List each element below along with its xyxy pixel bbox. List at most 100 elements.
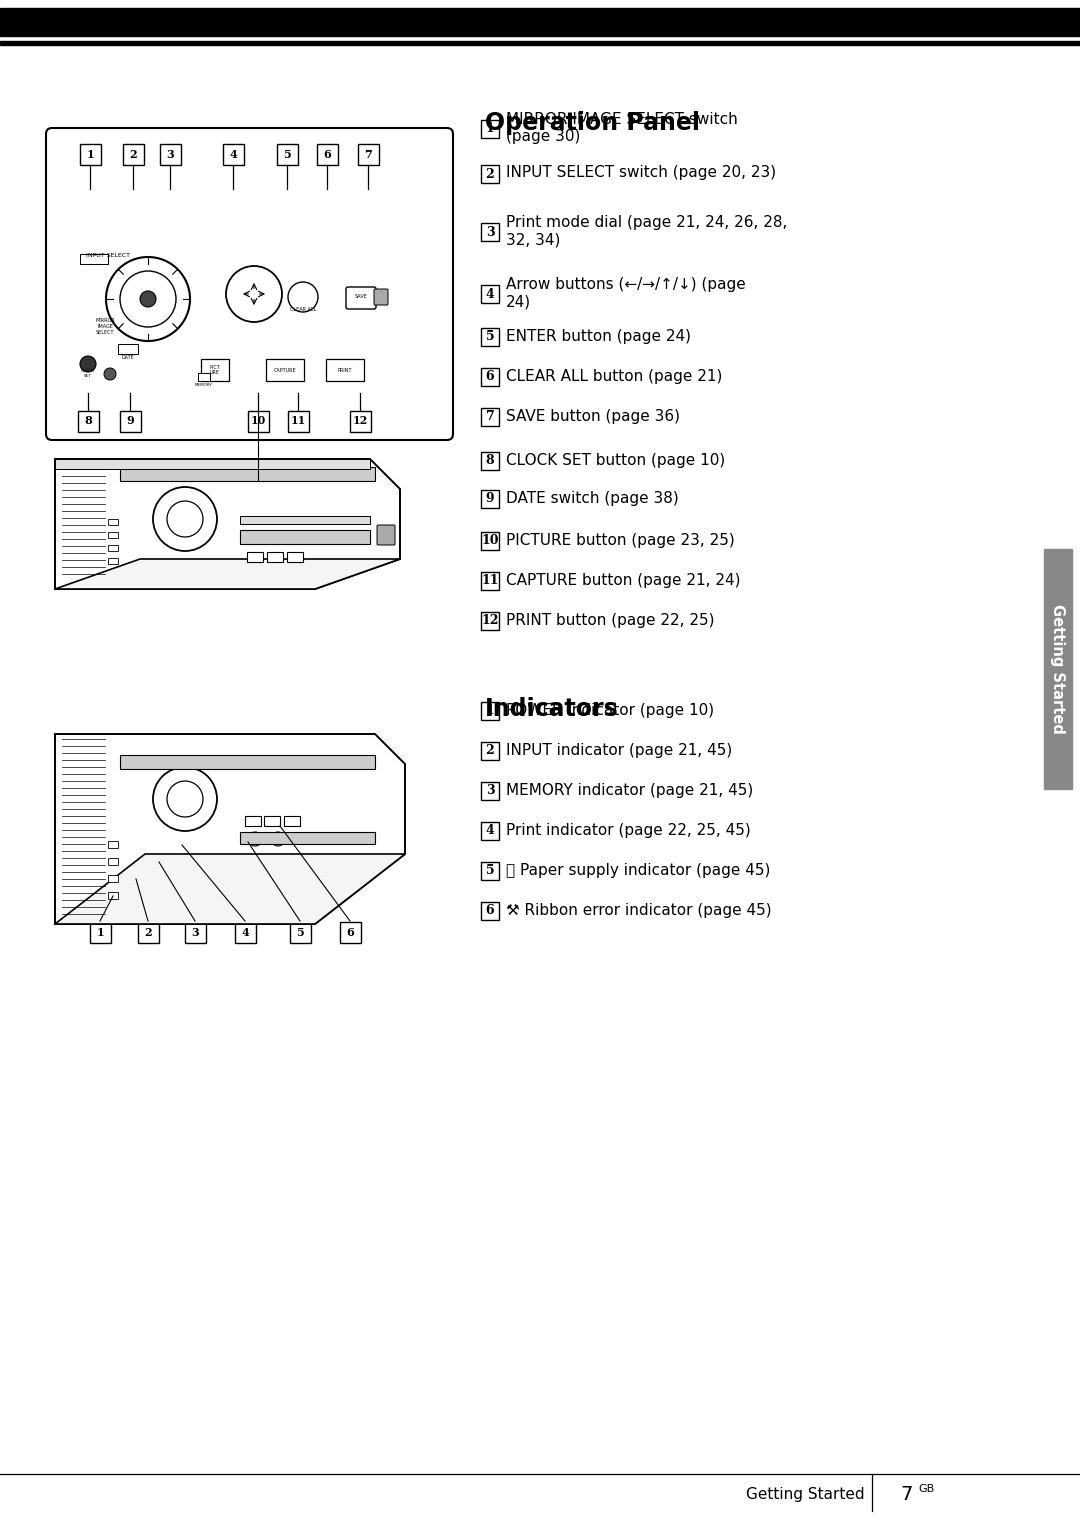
Bar	[108, 875, 118, 882]
Text: 5: 5	[283, 148, 291, 159]
Text: INPUT indicator (page 21, 45): INPUT indicator (page 21, 45)	[507, 743, 732, 757]
Text: 1: 1	[486, 122, 495, 136]
Text: 2: 2	[145, 927, 152, 937]
Text: MEMORY indicator (page 21, 45): MEMORY indicator (page 21, 45)	[507, 783, 753, 798]
Bar	[287, 552, 303, 563]
Text: 4: 4	[229, 148, 237, 159]
Text: CAPTURE button (page 21, 24): CAPTURE button (page 21, 24)	[507, 572, 741, 587]
FancyBboxPatch shape	[137, 922, 159, 942]
FancyBboxPatch shape	[222, 144, 243, 165]
Circle shape	[106, 257, 190, 341]
Bar	[240, 515, 370, 524]
Text: 8: 8	[84, 416, 92, 427]
Text: Print mode dial (page 21, 24, 26, 28,
32, 34): Print mode dial (page 21, 24, 26, 28, 32…	[507, 214, 787, 248]
Bar	[326, 359, 364, 381]
Bar	[108, 891, 118, 899]
FancyBboxPatch shape	[316, 144, 337, 165]
Text: 8: 8	[486, 454, 495, 468]
Circle shape	[153, 488, 217, 550]
Circle shape	[248, 832, 262, 846]
Bar	[266, 359, 303, 381]
Text: 7: 7	[486, 410, 495, 424]
Text: ⚒ Ribbon error indicator (page 45): ⚒ Ribbon error indicator (page 45)	[507, 902, 771, 917]
FancyBboxPatch shape	[481, 368, 499, 385]
Bar	[0, 8, 1080, 37]
Text: Print indicator (page 22, 25, 45): Print indicator (page 22, 25, 45)	[507, 823, 751, 838]
FancyBboxPatch shape	[481, 453, 499, 469]
Text: Operation Panel: Operation Panel	[485, 112, 700, 135]
Text: Getting Started: Getting Started	[1051, 604, 1066, 734]
Text: MEMORY: MEMORY	[195, 382, 213, 387]
FancyBboxPatch shape	[346, 287, 376, 309]
Text: 5: 5	[296, 927, 303, 937]
Text: 7: 7	[364, 148, 372, 159]
Circle shape	[120, 271, 176, 327]
Text: DATE switch (page 38): DATE switch (page 38)	[507, 491, 678, 506]
Text: DATE: DATE	[122, 355, 134, 359]
Bar	[108, 558, 118, 564]
Bar	[245, 816, 261, 826]
Text: 11: 11	[482, 575, 499, 587]
FancyBboxPatch shape	[185, 922, 205, 942]
Text: INPUT SELECT switch (page 20, 23): INPUT SELECT switch (page 20, 23)	[507, 165, 777, 180]
Bar	[267, 552, 283, 563]
Text: 10: 10	[482, 535, 499, 547]
Bar	[108, 841, 118, 849]
Text: ⎗ Paper supply indicator (page 45): ⎗ Paper supply indicator (page 45)	[507, 862, 770, 878]
FancyBboxPatch shape	[276, 144, 297, 165]
FancyBboxPatch shape	[481, 902, 499, 920]
Text: 5: 5	[486, 330, 495, 344]
FancyBboxPatch shape	[247, 410, 269, 431]
FancyBboxPatch shape	[481, 329, 499, 346]
Text: SAVE button (page 36): SAVE button (page 36)	[507, 408, 680, 424]
Circle shape	[288, 281, 318, 312]
FancyBboxPatch shape	[90, 922, 110, 942]
Bar	[240, 531, 370, 544]
Polygon shape	[55, 734, 405, 924]
Polygon shape	[55, 855, 405, 924]
Text: PRINT: PRINT	[338, 367, 352, 373]
Text: 12: 12	[352, 416, 367, 427]
Text: PICTURE button (page 23, 25): PICTURE button (page 23, 25)	[507, 532, 734, 547]
FancyBboxPatch shape	[339, 922, 361, 942]
Bar	[108, 858, 118, 865]
FancyBboxPatch shape	[481, 742, 499, 760]
Bar	[198, 373, 210, 381]
FancyBboxPatch shape	[481, 702, 499, 720]
FancyBboxPatch shape	[289, 922, 311, 942]
Bar	[108, 518, 118, 524]
FancyBboxPatch shape	[78, 410, 98, 431]
Circle shape	[167, 781, 203, 816]
Circle shape	[167, 502, 203, 537]
Circle shape	[140, 291, 156, 307]
Text: MIRROR
IMAGE
SELECT: MIRROR IMAGE SELECT	[95, 318, 114, 335]
Text: 3: 3	[486, 784, 495, 798]
FancyBboxPatch shape	[80, 144, 100, 165]
Polygon shape	[55, 560, 400, 589]
FancyBboxPatch shape	[374, 289, 388, 304]
FancyBboxPatch shape	[234, 922, 256, 942]
FancyBboxPatch shape	[481, 223, 499, 242]
Bar	[201, 359, 229, 381]
Circle shape	[226, 266, 282, 323]
Bar	[108, 544, 118, 550]
FancyBboxPatch shape	[481, 862, 499, 881]
FancyBboxPatch shape	[481, 781, 499, 800]
Text: INPUT SELECT: INPUT SELECT	[86, 252, 130, 258]
Text: 2: 2	[486, 745, 495, 757]
Bar	[284, 816, 300, 826]
Text: 3: 3	[191, 927, 199, 937]
Text: 12: 12	[482, 615, 499, 627]
FancyBboxPatch shape	[357, 144, 378, 165]
Text: CAPTURE: CAPTURE	[273, 367, 296, 373]
Text: 1: 1	[86, 148, 94, 159]
Text: 1: 1	[96, 927, 104, 937]
Text: CLEAR ALL: CLEAR ALL	[289, 307, 316, 312]
Text: 2: 2	[130, 148, 137, 159]
Text: 3: 3	[166, 148, 174, 159]
Text: Arrow buttons (←/→/↑/↓) (page
24): Arrow buttons (←/→/↑/↓) (page 24)	[507, 277, 746, 309]
Text: 6: 6	[323, 148, 330, 159]
Text: 4: 4	[241, 927, 248, 937]
Text: 10: 10	[251, 416, 266, 427]
Text: CLOCK
SET: CLOCK SET	[81, 370, 95, 378]
